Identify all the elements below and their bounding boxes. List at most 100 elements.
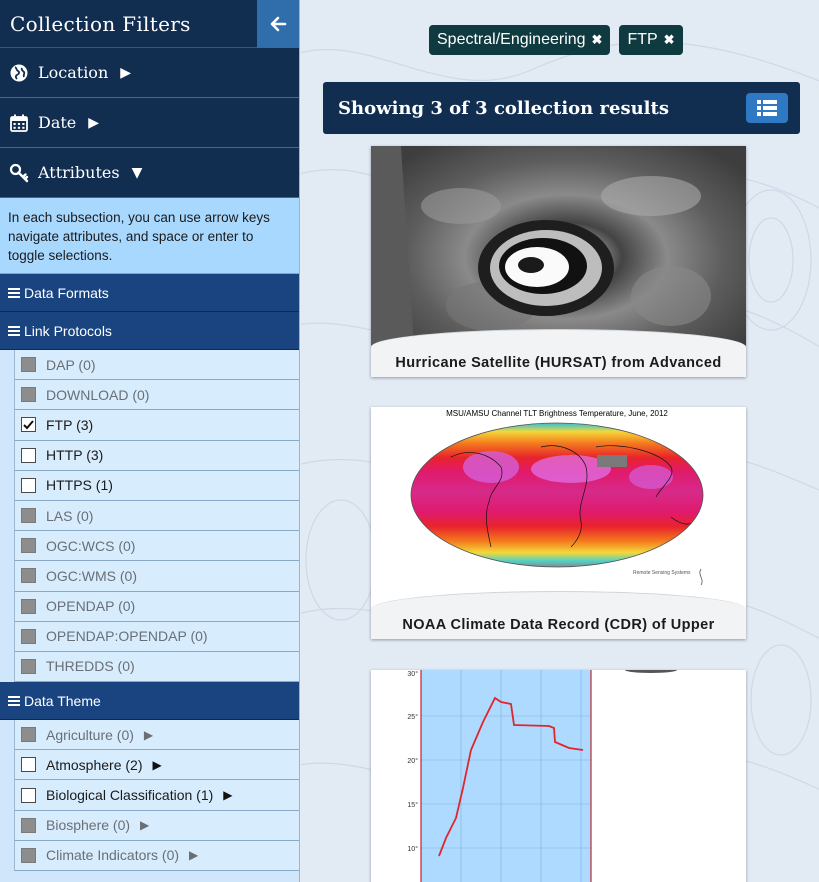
- expand-arrow-icon[interactable]: ▶: [223, 788, 233, 803]
- filter-option-opendap[interactable]: OPENDAP (0): [14, 591, 299, 622]
- section-location-label: Location: [38, 63, 109, 82]
- filter-option-label: OPENDAP (0): [46, 598, 136, 615]
- group-data-formats[interactable]: Data Formats: [0, 274, 299, 312]
- filter-chip-spectral-engineering: Spectral/Engineering ✖: [429, 25, 611, 55]
- group-data-theme[interactable]: Data Theme: [0, 682, 299, 721]
- collapse-sidebar-button[interactable]: [257, 0, 299, 48]
- axis-label-30: 30°: [407, 670, 418, 678]
- filter-option-https[interactable]: HTTPS (1): [14, 470, 299, 501]
- checkbox[interactable]: [21, 787, 36, 803]
- filter-option-download[interactable]: DOWNLOAD (0): [14, 380, 299, 411]
- menu-icon: [8, 287, 20, 298]
- checkbox[interactable]: [21, 447, 36, 463]
- filter-option-label: OGC:WCS (0): [46, 537, 136, 554]
- checkbox-checked[interactable]: [21, 417, 36, 433]
- chevron-right-icon: ▶: [120, 64, 132, 81]
- filter-option-atmosphere[interactable]: Atmosphere (2) ▶: [14, 750, 299, 781]
- filter-option-thredds[interactable]: THREDDS (0): [14, 651, 299, 683]
- card-thumbnail: MSU/AMSU Channel TLT Brightness Temperat…: [371, 407, 746, 639]
- checkbox[interactable]: [21, 757, 36, 773]
- checkbox[interactable]: [21, 357, 36, 373]
- filter-option-label: Climate Indicators (0): [46, 847, 180, 864]
- filter-option-label: DOWNLOAD (0): [46, 386, 150, 403]
- section-date-label: Date: [38, 113, 77, 132]
- globe-icon: [8, 62, 30, 84]
- filter-option-dap[interactable]: DAP (0): [14, 350, 299, 381]
- checkbox[interactable]: [21, 538, 36, 554]
- group-label: Data Formats: [24, 284, 109, 301]
- filter-option-biological-classification[interactable]: Biological Classification (1) ▶: [14, 780, 299, 811]
- filter-option-http[interactable]: HTTP (3): [14, 440, 299, 471]
- sidebar-title: Collection Filters: [10, 11, 191, 36]
- filter-option-label: OGC:WMS (0): [46, 567, 137, 584]
- filter-option-ftp[interactable]: FTP (3): [14, 410, 299, 441]
- filter-option-climate-indicators[interactable]: Climate Indicators (0) ▶: [14, 840, 299, 871]
- checkbox[interactable]: [21, 568, 36, 584]
- collection-card-hursat[interactable]: Hurricane Satellite (HURSAT) from Advanc…: [371, 146, 746, 377]
- filter-option-label: FTP (3): [46, 416, 94, 433]
- expand-arrow-icon[interactable]: ▶: [140, 818, 150, 833]
- storm-track-chart: 30° 25° 20° 15° 10°: [371, 670, 746, 882]
- filter-option-las[interactable]: LAS (0): [14, 500, 299, 532]
- filter-option-label: HTTPS (1): [46, 477, 113, 494]
- storm-track-line: [438, 696, 584, 857]
- chip-label: Spectral/Engineering: [437, 31, 586, 48]
- section-attributes-label: Attributes: [38, 163, 120, 182]
- results-header: Showing 3 of 3 collection results: [323, 82, 800, 134]
- key-icon: [8, 162, 30, 184]
- menu-icon: [8, 695, 20, 706]
- collection-card-noaa-cdr[interactable]: MSU/AMSU Channel TLT Brightness Temperat…: [371, 407, 746, 639]
- filter-option-ogc-wcs[interactable]: OGC:WCS (0): [14, 531, 299, 562]
- chevron-right-icon: ▶: [88, 114, 100, 131]
- checkbox[interactable]: [21, 817, 36, 833]
- filter-option-label: OPENDAP:OPENDAP (0): [46, 628, 208, 645]
- close-icon[interactable]: ✖: [591, 32, 603, 47]
- list-view-button[interactable]: [746, 93, 788, 123]
- section-attributes[interactable]: Attributes ▼: [0, 148, 299, 198]
- filter-option-opendap-opendap[interactable]: OPENDAP:OPENDAP (0): [14, 621, 299, 652]
- group-link-protocols[interactable]: Link Protocols: [0, 312, 299, 350]
- menu-icon: [8, 325, 20, 336]
- group-label: Data Theme: [24, 692, 101, 709]
- axis-label-10: 10°: [407, 845, 418, 853]
- filter-option-label: LAS (0): [46, 507, 94, 524]
- results-panel: Spectral/Engineering ✖ FTP ✖ Showing 3 o…: [301, 0, 819, 882]
- filter-option-biosphere[interactable]: Biosphere (0) ▶: [14, 810, 299, 841]
- map-credit: Remote Sensing Systems: [633, 570, 691, 576]
- expand-arrow-icon[interactable]: ▶: [189, 848, 199, 863]
- group-label: Link Protocols: [24, 322, 112, 339]
- axis-label-25: 25°: [407, 713, 418, 721]
- chevron-down-icon: ▼: [131, 164, 143, 181]
- filter-option-label: Agriculture (0): [46, 726, 134, 743]
- sidebar-header: Collection Filters: [0, 0, 299, 48]
- filter-option-agriculture[interactable]: Agriculture (0) ▶: [14, 720, 299, 751]
- axis-label-15: 15°: [407, 801, 418, 809]
- active-filter-chips: Spectral/Engineering ✖ FTP ✖: [429, 25, 683, 55]
- filter-chip-ftp: FTP ✖: [619, 25, 683, 55]
- card-thumbnail: 30° 25° 20° 15° 10°: [371, 670, 746, 882]
- checkbox[interactable]: [21, 387, 36, 403]
- collection-card-track[interactable]: 30° 25° 20° 15° 10°: [371, 670, 746, 882]
- checkbox[interactable]: [21, 847, 36, 863]
- attributes-help-text: In each subsection, you can use arrow ke…: [0, 198, 299, 274]
- section-location[interactable]: Location ▶: [0, 48, 299, 98]
- filter-option-label: Biosphere (0): [46, 817, 131, 834]
- link-protocols-list: DAP (0) DOWNLOAD (0) FTP (3) HTTP (3) HTTPS …: [0, 350, 299, 683]
- expand-arrow-icon[interactable]: ▶: [152, 757, 162, 772]
- data-theme-list: Agriculture (0) ▶ Atmosphere (2) ▶ Biologica…: [0, 720, 299, 871]
- filter-option-label: DAP (0): [46, 356, 96, 373]
- checkbox[interactable]: [21, 598, 36, 614]
- section-date[interactable]: Date ▶: [0, 98, 299, 148]
- collection-filters-sidebar: Collection Filters Location ▶ Date ▶ Att…: [0, 0, 300, 882]
- checkbox[interactable]: [21, 508, 36, 524]
- expand-arrow-icon[interactable]: ▶: [143, 727, 154, 742]
- close-icon[interactable]: ✖: [663, 32, 675, 47]
- checkbox[interactable]: [21, 658, 36, 674]
- checkbox[interactable]: [21, 727, 36, 743]
- card-caption: NOAA Climate Data Record (CDR) of Upper: [371, 591, 746, 639]
- filter-option-label: Biological Classification (1): [46, 787, 214, 804]
- calendar-icon: [8, 112, 30, 134]
- checkbox[interactable]: [21, 628, 36, 644]
- filter-option-ogc-wms[interactable]: OGC:WMS (0): [14, 561, 299, 592]
- checkbox[interactable]: [21, 477, 36, 493]
